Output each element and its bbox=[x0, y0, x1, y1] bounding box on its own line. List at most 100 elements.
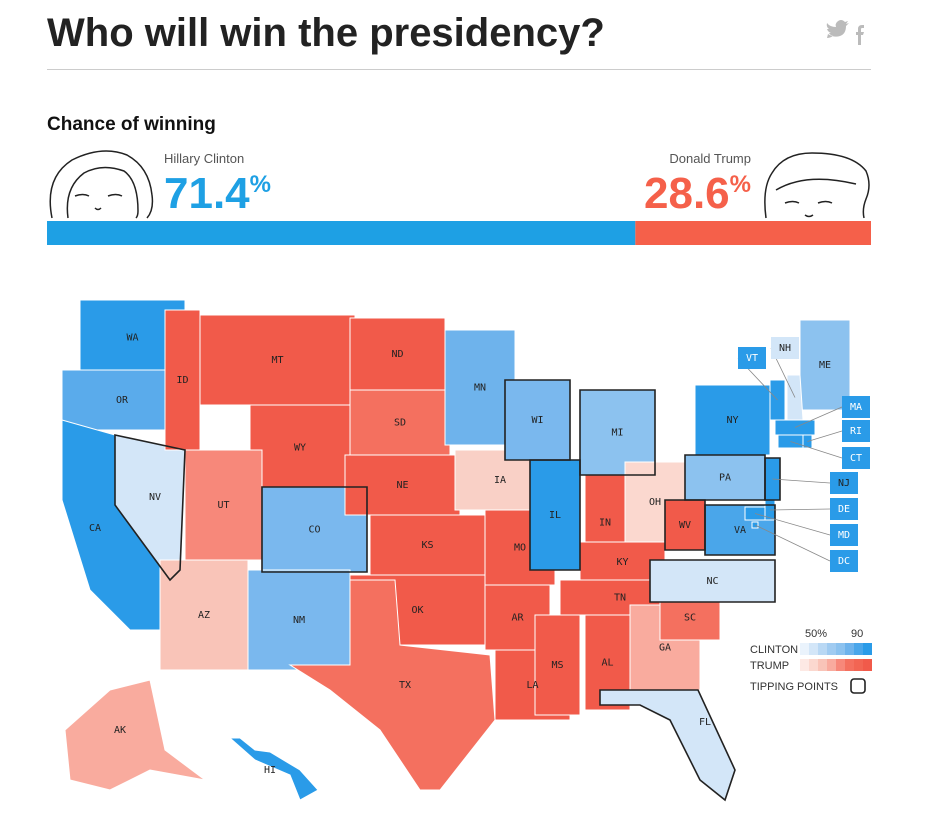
state-box bbox=[830, 498, 858, 520]
state-label: IL bbox=[549, 510, 561, 521]
state-box bbox=[830, 472, 858, 494]
state-label: GA bbox=[659, 643, 671, 654]
callout-line bbox=[754, 513, 831, 536]
legend-swatch bbox=[845, 643, 854, 655]
trump-sketch bbox=[764, 152, 870, 219]
state-label: MA bbox=[850, 402, 862, 413]
state-label: NE bbox=[396, 480, 408, 491]
legend-clinton: CLINTON bbox=[750, 644, 798, 656]
tipping-outline bbox=[579, 389, 656, 476]
legend-swatch bbox=[809, 659, 818, 671]
state-label: CA bbox=[89, 523, 101, 534]
state-label: DC bbox=[838, 556, 850, 567]
state-label: OR bbox=[116, 395, 129, 406]
candidate-name: Hillary Clinton bbox=[164, 151, 244, 166]
chance-unit: % bbox=[250, 171, 271, 198]
state-label: NY bbox=[726, 415, 738, 426]
state-label: NV bbox=[149, 492, 161, 503]
state bbox=[64, 679, 206, 791]
tipping-outline bbox=[261, 486, 368, 573]
state bbox=[584, 614, 631, 711]
candidate-chance: 71.4% bbox=[164, 169, 271, 218]
tipping-outline bbox=[529, 459, 581, 571]
state-box bbox=[830, 550, 858, 572]
state-label: CT bbox=[850, 453, 862, 464]
callout-line bbox=[772, 478, 831, 484]
state-label: NJ bbox=[838, 478, 850, 489]
legend-trump: TRUMP bbox=[750, 660, 789, 672]
state-label: MO bbox=[514, 543, 526, 554]
state-box bbox=[771, 337, 799, 359]
twitter-icon[interactable] bbox=[826, 20, 849, 38]
callout-line bbox=[794, 406, 843, 428]
state-label: RI bbox=[850, 426, 862, 437]
callout-line bbox=[790, 441, 843, 459]
callout-line bbox=[754, 524, 831, 562]
state-box bbox=[738, 347, 766, 369]
chance-bar bbox=[635, 221, 871, 245]
state-label: VA bbox=[734, 525, 746, 536]
state-label: WA bbox=[126, 333, 138, 344]
state-label: MN bbox=[474, 383, 486, 394]
state-label: ID bbox=[176, 375, 188, 386]
state-label: AZ bbox=[198, 610, 210, 621]
state-label: VT bbox=[746, 353, 758, 364]
state-label: LA bbox=[526, 680, 538, 691]
state bbox=[694, 384, 771, 456]
legend-swatch bbox=[800, 643, 809, 655]
state-label: TN bbox=[614, 593, 626, 604]
legend-swatch bbox=[800, 659, 809, 671]
state-label: FL bbox=[699, 717, 711, 728]
state-label: NH bbox=[779, 343, 791, 354]
tipping-outline bbox=[114, 434, 186, 582]
tipping-swatch bbox=[850, 678, 866, 694]
legend-swatch bbox=[863, 659, 872, 671]
state-label: PA bbox=[719, 473, 731, 484]
state-box bbox=[830, 524, 858, 546]
tipping-outline bbox=[599, 689, 736, 802]
subtitle: Chance of winning bbox=[47, 114, 216, 135]
state bbox=[534, 614, 581, 716]
state-label: MT bbox=[271, 355, 283, 366]
legend-swatch bbox=[809, 643, 818, 655]
callout-line bbox=[769, 508, 831, 511]
legend-swatch bbox=[854, 643, 863, 655]
legend-swatch bbox=[836, 643, 845, 655]
legend-swatch bbox=[854, 659, 863, 671]
state-label: TX bbox=[399, 680, 411, 691]
state-box bbox=[842, 396, 870, 418]
state-box bbox=[842, 447, 870, 469]
state-label: AR bbox=[511, 613, 524, 624]
state-label: UT bbox=[217, 500, 229, 511]
state bbox=[228, 737, 319, 801]
state-label: MS bbox=[551, 660, 563, 671]
state-label: AK bbox=[114, 725, 126, 736]
state-label: SD bbox=[394, 418, 406, 429]
state-label: WY bbox=[294, 443, 306, 454]
state-box bbox=[842, 420, 870, 442]
legend-swatch bbox=[818, 643, 827, 655]
chance-value: 71.4 bbox=[164, 169, 250, 218]
facebook-icon[interactable] bbox=[856, 25, 864, 45]
legend-low: 50% bbox=[805, 628, 827, 640]
legend-swatch bbox=[827, 643, 836, 655]
state-label: IN bbox=[599, 518, 611, 529]
page-title: Who will win the presidency? bbox=[47, 11, 605, 55]
legend-tipping: TIPPING POINTS bbox=[750, 681, 838, 693]
state-label: CO bbox=[308, 525, 320, 536]
state-label: NM bbox=[293, 615, 305, 626]
chance-bar bbox=[47, 221, 636, 245]
legend-swatch bbox=[845, 659, 854, 671]
share-twitter[interactable] bbox=[826, 20, 849, 38]
legend-high: 90 bbox=[851, 628, 863, 640]
legend-swatch bbox=[818, 659, 827, 671]
state-label: AL bbox=[601, 658, 613, 669]
state-label: ND bbox=[391, 349, 403, 360]
state-label: WI bbox=[531, 415, 543, 426]
state bbox=[288, 579, 496, 791]
state-label: ME bbox=[819, 360, 831, 371]
state-label: HI bbox=[264, 765, 276, 776]
candidate-name: Donald Trump bbox=[669, 151, 751, 166]
